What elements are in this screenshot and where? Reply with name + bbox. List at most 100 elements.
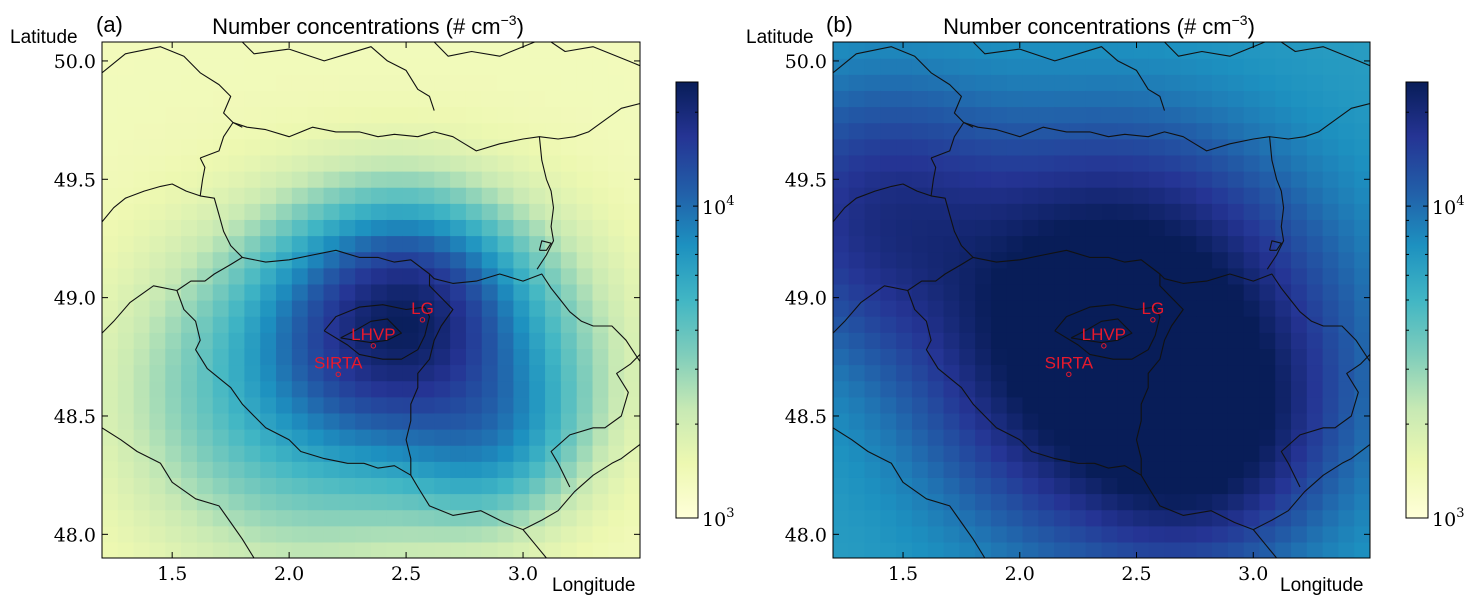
- heat-cell: [434, 219, 451, 237]
- heat-cell: [1101, 461, 1118, 478]
- heat-cell: [402, 154, 420, 172]
- heat-cell: [465, 429, 483, 446]
- heat-cell: [386, 235, 404, 253]
- heat-cell: [608, 493, 625, 511]
- heat-cell: [339, 122, 356, 140]
- heat-cell: [1085, 429, 1103, 446]
- heat-cell: [434, 380, 451, 398]
- heat-cell: [560, 396, 578, 414]
- heat-cell: [497, 509, 515, 527]
- heat-cell: [864, 493, 881, 511]
- heat-cell: [608, 267, 625, 285]
- heat-cell: [165, 171, 182, 188]
- heat-cell: [1054, 445, 1071, 462]
- heat-cell: [244, 348, 261, 366]
- heat-cell: [307, 283, 325, 301]
- heat-cell: [1180, 138, 1197, 156]
- heat-cell: [450, 42, 467, 59]
- heat-cell: [196, 380, 214, 398]
- heat-cell: [1101, 58, 1118, 75]
- heat-cell: [307, 171, 325, 188]
- colorbar-tick-label: 103: [1432, 506, 1464, 531]
- heat-cell: [1133, 187, 1150, 204]
- heat-cell: [212, 90, 230, 108]
- heat-cell: [624, 251, 640, 269]
- heat-cell: [990, 235, 1008, 253]
- heat-cell: [418, 171, 435, 188]
- heat-cell: [513, 300, 530, 317]
- heat-cell: [339, 283, 356, 301]
- colorbar-tick-base: 10: [702, 197, 726, 219]
- heat-cell: [592, 219, 609, 237]
- heat-cell: [1164, 138, 1182, 156]
- heat-cell: [608, 235, 625, 253]
- heat-cell: [1054, 187, 1071, 204]
- heat-cell: [181, 58, 198, 75]
- heat-cell: [1322, 106, 1340, 124]
- heat-cell: [339, 138, 356, 156]
- heat-cell: [1322, 300, 1340, 317]
- heat-cell: [975, 267, 992, 285]
- heat-cell: [513, 138, 530, 156]
- heat-cell: [1069, 42, 1087, 59]
- heat-cell: [244, 461, 261, 478]
- heat-cell: [481, 74, 499, 91]
- heat-cell: [339, 541, 356, 558]
- heat-cell: [1101, 348, 1118, 366]
- heat-cell: [339, 412, 356, 430]
- heat-cell: [133, 171, 151, 188]
- heat-cell: [975, 187, 992, 204]
- heat-cell: [1243, 332, 1261, 349]
- heat-cell: [1164, 509, 1182, 527]
- heat-cell: [1243, 396, 1261, 414]
- heat-cell: [212, 300, 230, 317]
- heat-cell: [927, 509, 945, 527]
- heat-cell: [896, 300, 913, 317]
- heat-cell: [880, 461, 897, 478]
- colorbar-tick-label: 104: [1432, 194, 1464, 219]
- heat-cell: [592, 154, 609, 172]
- heat-cell: [1069, 380, 1087, 398]
- heat-cell: [450, 187, 467, 204]
- heat-cell: [576, 106, 594, 124]
- heat-cell: [1338, 251, 1355, 269]
- heat-cell: [450, 122, 467, 140]
- heat-cell: [497, 380, 515, 398]
- heat-cell: [402, 90, 420, 108]
- heat-cell: [307, 348, 325, 366]
- heat-cell: [1322, 267, 1340, 285]
- heat-cell: [1069, 445, 1087, 462]
- heat-cell: [196, 364, 214, 382]
- boundary-line: [242, 249, 640, 362]
- heat-cell: [848, 187, 866, 204]
- heat-cell: [276, 332, 293, 349]
- heat-cell: [1164, 235, 1182, 253]
- heat-cell: [1259, 283, 1276, 301]
- heat-cell: [576, 541, 594, 558]
- heat-cell: [1117, 235, 1134, 253]
- heat-cell: [1148, 283, 1166, 301]
- heat-cell: [1322, 58, 1340, 75]
- heat-cell: [434, 171, 451, 188]
- heat-cell: [1038, 154, 1055, 172]
- heat-cell: [1306, 525, 1324, 543]
- heat-cell: [833, 477, 850, 495]
- heat-cell: [1212, 42, 1229, 59]
- heat-cell: [1275, 171, 1292, 188]
- heat-cell: [1212, 187, 1229, 204]
- heat-cell: [576, 58, 594, 75]
- heat-cell: [1085, 251, 1103, 269]
- heat-cell: [911, 106, 929, 124]
- site-dot: [1150, 317, 1156, 323]
- heat-cell: [371, 251, 388, 269]
- heat-cell: [560, 348, 578, 366]
- heat-cell: [1101, 380, 1118, 398]
- heat-cell: [1338, 348, 1355, 366]
- heat-cell: [181, 154, 198, 172]
- heat-cell: [196, 477, 214, 495]
- heat-cell: [323, 429, 340, 446]
- heat-cell: [624, 106, 640, 124]
- heat-cell: [434, 509, 451, 527]
- heat-cell: [624, 332, 640, 349]
- heat-cell: [371, 42, 388, 59]
